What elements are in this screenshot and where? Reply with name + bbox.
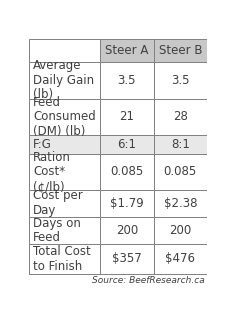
- Bar: [29, 244, 100, 274]
- Text: $2.38: $2.38: [163, 197, 196, 210]
- Text: 0.085: 0.085: [110, 165, 143, 178]
- Text: $1.79: $1.79: [109, 197, 143, 210]
- Text: 0.085: 0.085: [163, 165, 196, 178]
- Bar: [153, 217, 206, 244]
- Text: $476: $476: [165, 252, 194, 266]
- Bar: [29, 62, 100, 99]
- Bar: [100, 154, 153, 190]
- Text: 200: 200: [115, 224, 137, 237]
- Bar: [153, 190, 206, 217]
- Bar: [29, 135, 100, 154]
- Bar: [153, 154, 206, 190]
- Text: Steer B: Steer B: [158, 44, 201, 57]
- Bar: [100, 244, 153, 274]
- Text: Average
Daily Gain
(lb): Average Daily Gain (lb): [33, 59, 94, 101]
- Bar: [100, 99, 153, 135]
- Bar: [153, 244, 206, 274]
- Text: 200: 200: [168, 224, 191, 237]
- Bar: [100, 62, 153, 99]
- Bar: [29, 39, 100, 62]
- Text: Source: BeefResearch.ca: Source: BeefResearch.ca: [92, 276, 204, 285]
- Bar: [153, 135, 206, 154]
- Bar: [29, 99, 100, 135]
- Bar: [29, 190, 100, 217]
- Bar: [153, 39, 206, 62]
- Text: 21: 21: [119, 110, 134, 123]
- Text: $357: $357: [112, 252, 141, 266]
- Bar: [100, 39, 153, 62]
- Text: 28: 28: [172, 110, 187, 123]
- Text: 3.5: 3.5: [117, 74, 135, 87]
- Text: Feed
Consumed
(DM) (lb): Feed Consumed (DM) (lb): [33, 96, 95, 138]
- Text: 6:1: 6:1: [117, 138, 136, 151]
- Bar: [153, 62, 206, 99]
- Text: 8:1: 8:1: [170, 138, 189, 151]
- Bar: [153, 99, 206, 135]
- Bar: [29, 154, 100, 190]
- Bar: [100, 190, 153, 217]
- Text: Ration
Cost*
(¢/lb): Ration Cost* (¢/lb): [33, 151, 71, 193]
- Bar: [100, 217, 153, 244]
- Bar: [100, 135, 153, 154]
- Text: F:G: F:G: [33, 138, 52, 151]
- Bar: [29, 217, 100, 244]
- Text: 3.5: 3.5: [170, 74, 189, 87]
- Text: Days on
Feed: Days on Feed: [33, 216, 81, 244]
- Text: Cost per
Day: Cost per Day: [33, 189, 83, 217]
- Text: Steer A: Steer A: [105, 44, 148, 57]
- Text: Total Cost
to Finish: Total Cost to Finish: [33, 245, 90, 273]
